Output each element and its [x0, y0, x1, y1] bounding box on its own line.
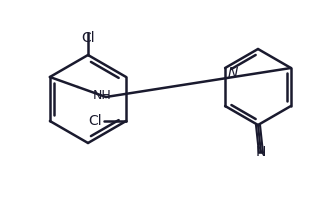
Text: NH: NH — [92, 89, 111, 102]
Text: Cl: Cl — [81, 31, 95, 45]
Text: N: N — [228, 66, 239, 80]
Text: N: N — [256, 145, 266, 159]
Text: Cl: Cl — [89, 114, 102, 128]
